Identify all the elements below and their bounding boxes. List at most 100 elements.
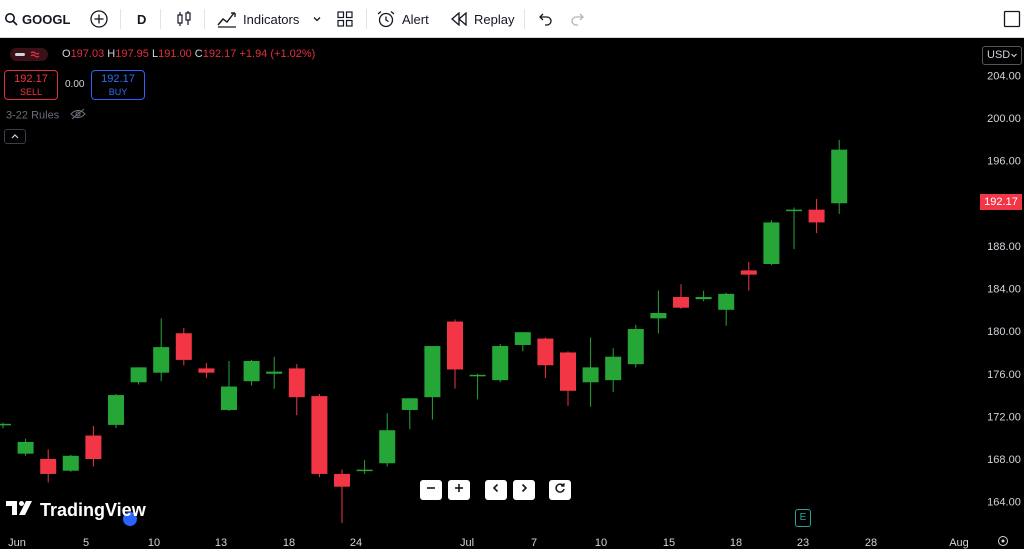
low-key: L [151,48,159,60]
candle-body [175,333,192,360]
buy-button[interactable]: 192.17 BUY [91,70,145,100]
candle-body [763,222,780,264]
tradingview-logo-icon [6,500,34,521]
scroll-left-button[interactable] [485,480,507,500]
y-tick-label: 172.00 [987,411,1021,423]
top-toolbar: GOOGL D Indicators Alert [0,0,1024,38]
redo-button[interactable] [570,0,586,38]
candle-body [198,368,215,373]
undo-button[interactable] [537,0,553,38]
candle-body [130,367,147,383]
candle [537,337,554,379]
candle-body [514,332,531,345]
candle [62,454,79,472]
layouts-button[interactable] [336,0,354,38]
buy-label: BUY [108,87,128,97]
currency-label: USD [987,49,1011,61]
candle [605,348,622,392]
candle-body [17,441,34,454]
interval-button[interactable]: D [137,11,147,27]
currency-selector[interactable]: USD [982,46,1022,65]
chevron-right-icon [518,481,530,499]
toolbar-divider [204,9,205,29]
compare-button[interactable] [89,0,109,38]
eye-hidden-icon[interactable] [70,108,87,123]
y-tick-label: 204.00 [987,70,1021,82]
settings-icon[interactable] [998,536,1008,546]
dividend-marker[interactable] [123,512,137,526]
collapse-legend-button[interactable] [4,129,26,144]
indicator-label: 3-22 Rules [6,109,60,122]
indicators-button[interactable]: Indicators [217,0,299,38]
chart-type-button[interactable] [175,0,193,38]
x-tick-label: Jul [460,537,474,549]
x-tick-label: Jun [8,537,26,549]
candle-body [605,356,622,381]
candle-body [266,371,283,374]
x-tick-label: 28 [865,537,877,549]
candle [356,460,373,474]
candle-body [560,352,576,391]
candle-body [221,386,237,410]
zoom-in-button[interactable] [448,480,470,500]
candle [266,356,283,389]
x-tick-label: 18 [283,537,295,549]
candle [17,438,34,456]
candle [311,393,328,478]
candle [424,346,441,420]
candle-body [650,313,667,319]
time-axis[interactable]: Jun 5 10 13 18 24 Jul 7 10 15 18 23 28 Aug [8,536,1008,549]
candle-body [718,293,735,310]
candle [469,373,486,400]
candle-body [108,395,124,425]
add-symbol-icon [89,9,109,29]
candle [831,139,848,214]
replay-button[interactable]: Replay [450,0,514,38]
earnings-marker[interactable]: E [795,509,811,527]
candle [0,422,11,429]
candle [243,359,260,386]
candle [198,363,215,379]
candle [514,332,531,352]
candle [786,207,802,250]
candle [153,318,170,382]
candle-body [85,435,102,459]
search-icon [4,12,18,26]
x-tick-label: 18 [730,537,742,549]
candle [560,351,576,406]
candle-body [243,360,260,382]
candles-icon [175,10,193,28]
buy-price: 192.17 [101,73,135,85]
indicators-dropdown[interactable] [312,0,322,38]
tradingview-logo: TradingView [6,500,146,521]
alert-button[interactable]: Alert [376,0,429,38]
legend-toggle[interactable] [10,48,48,61]
y-tick-label: 200.00 [987,113,1021,125]
ohlc-legend: O197.03 H197.95 L191.00 C192.17 +1.94 (+… [62,48,315,60]
candle-body [356,469,373,472]
chevron-up-icon [5,130,25,143]
x-tick-label: 10 [148,537,160,549]
candle [695,290,712,302]
close-value: 192.17 [202,48,237,60]
chart-pane[interactable]: 164.00 168.00 172.00 176.00 180.00 184.00 188.… [0,39,1024,549]
candle [808,198,825,234]
scroll-right-button[interactable] [513,480,535,500]
price-axis[interactable]: 164.00 168.00 172.00 176.00 180.00 184.00 188.… [987,70,1021,508]
y-tick-label: 180.00 [987,326,1021,338]
sell-button[interactable]: 192.17 SELL [4,70,58,100]
candle-body [447,321,463,370]
reset-chart-button[interactable] [549,480,571,500]
fullscreen-button[interactable] [1003,0,1021,38]
symbol-search[interactable]: GOOGL [4,0,70,38]
candle-body [740,270,757,275]
indicator-legend: 3-22 Rules [6,108,87,123]
y-tick-label: 168.00 [987,454,1021,466]
y-tick-label: 184.00 [987,284,1021,296]
price-chart[interactable]: 164.00168.00172.00176.00180.00184.00188.… [0,39,1024,549]
candle [582,337,599,407]
change-value: +1.94 (+1.02%) [239,48,316,60]
zoom-out-button[interactable] [420,480,442,500]
toolbar-divider [120,9,121,29]
toolbar-divider [366,9,367,29]
